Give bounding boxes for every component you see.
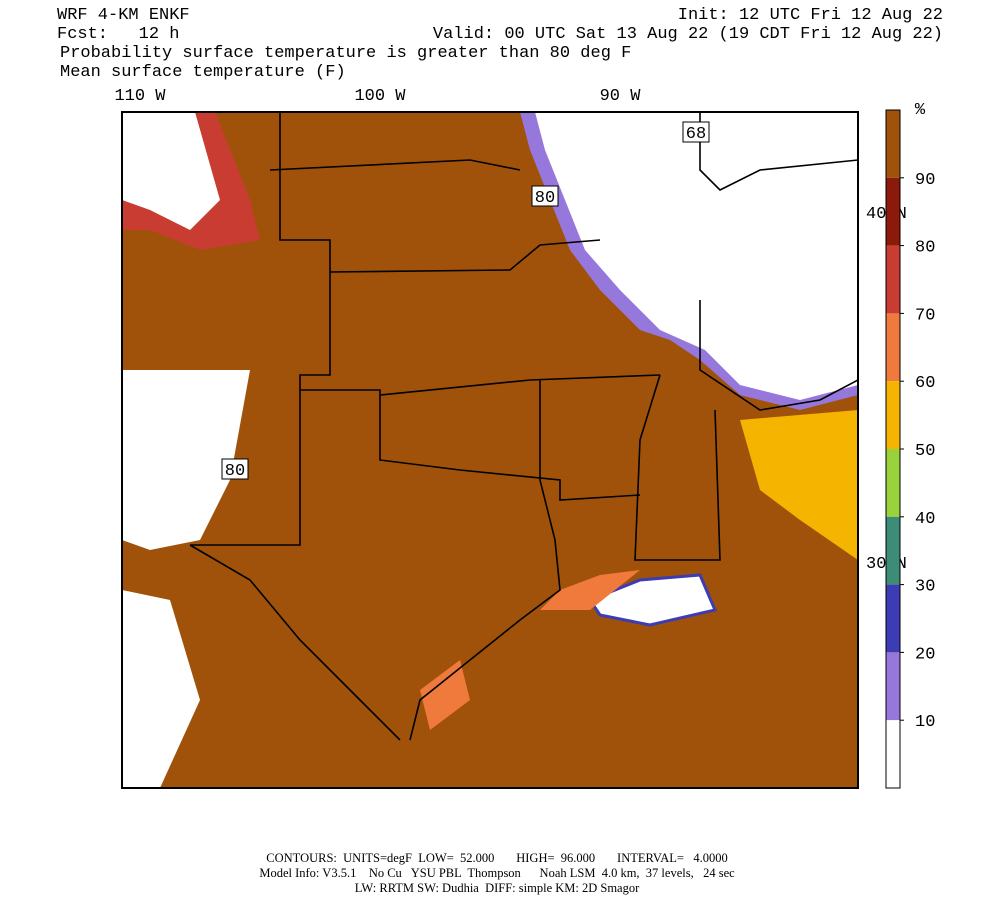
probability-area [122,112,220,230]
contour-label: 80 [225,462,245,481]
state-line [409,380,561,741]
state-line [329,239,601,273]
contour-label: 68 [686,125,706,144]
colorbar-tick-label: 50 [915,442,935,461]
init-time: Init: 12 UTC Fri 12 Aug 22 [678,6,943,25]
field-title: Probability surface temperature is great… [60,44,631,63]
state-line [699,300,859,411]
forecast-hour: Fcst: 12 h [57,25,179,44]
footer-line: CONTOURS: UNITS=degF LOW= 52.000 HIGH= 9… [266,851,727,865]
contour-label-box [221,458,249,480]
state-line [189,544,401,741]
colorbar-segment [886,177,900,246]
longitude-label: 90 W [600,87,642,106]
footer-line: LW: RRTM SW: Dudhia DIFF: simple KM: 2D … [355,881,640,895]
probability-area [535,112,858,400]
colorbar-segment [886,110,900,178]
colorbar-segment [886,652,900,721]
contour-label: 80 [535,189,555,208]
colorbar-segment [886,516,900,585]
colorbar-tick-label: 30 [915,578,935,597]
colorbar: 90 80 70 60 50 40 30 20 10 [885,109,935,789]
probability-area [122,370,250,550]
colorbar-segment [886,449,900,517]
field-title: Mean surface temperature (F) [60,63,346,82]
contour-label-box [531,185,559,207]
colorbar-segment [886,720,900,788]
state-line [634,374,721,561]
map-border [121,111,859,789]
probability-area [420,570,640,730]
colorbar-segment [886,584,900,653]
map: 68 80 80 [121,111,859,789]
colorbar-tick-label: 90 [915,171,935,190]
probability-area [740,410,858,560]
colorbar-tick-label: 70 [915,306,935,325]
colorbar-unit: % [915,101,926,120]
state-line [699,112,859,191]
probability-area [122,590,200,788]
colorbar-tick-label: 10 [915,713,935,732]
footer-line: Model Info: V3.5.1 No Cu YSU PBL Thompso… [259,866,735,880]
probability-area [587,573,718,627]
colorbar-segment [886,245,900,314]
colorbar-tick-label: 80 [915,239,935,258]
colorbar-tick-label: 60 [915,374,935,393]
state-line [190,112,331,546]
state-line [269,159,521,171]
contour-label-box [682,121,710,143]
colorbar-tick-label: 40 [915,510,935,529]
valid-time: Valid: 00 UTC Sat 13 Aug 22 (19 CDT Fri … [433,25,943,44]
colorbar-segment [886,313,900,382]
longitude-label: 110 W [114,87,166,106]
state-line [379,395,641,501]
model-title: WRF 4-KM ENKF [57,6,190,25]
colorbar-segment [886,381,900,449]
colorbar-tick-label: 20 [915,645,935,664]
longitude-label: 100 W [354,87,406,106]
